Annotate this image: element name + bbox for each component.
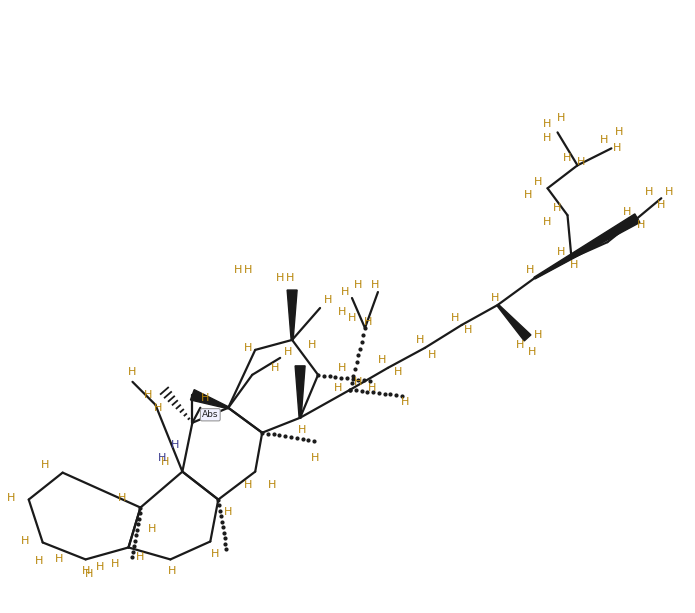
- Text: Abs: Abs: [202, 410, 218, 419]
- Text: H: H: [528, 347, 536, 357]
- Text: H: H: [145, 390, 153, 400]
- Text: H: H: [368, 383, 376, 393]
- Text: H: H: [271, 363, 279, 373]
- Text: H: H: [370, 280, 379, 290]
- Text: H: H: [334, 383, 342, 393]
- Polygon shape: [295, 366, 305, 417]
- Text: H: H: [201, 393, 209, 403]
- Text: H: H: [578, 158, 586, 167]
- Text: H: H: [543, 217, 552, 227]
- Text: H: H: [324, 295, 332, 305]
- Text: H: H: [557, 113, 566, 123]
- Text: H: H: [211, 549, 220, 560]
- Text: H: H: [268, 479, 277, 490]
- Text: H: H: [81, 566, 90, 576]
- Text: H: H: [523, 190, 532, 200]
- Text: H: H: [450, 313, 459, 323]
- Text: H: H: [118, 493, 126, 503]
- Text: H: H: [244, 479, 252, 490]
- Text: H: H: [84, 569, 92, 579]
- Text: H: H: [665, 187, 673, 197]
- Text: H: H: [600, 135, 609, 145]
- Text: H: H: [148, 525, 156, 535]
- Text: H: H: [35, 557, 43, 566]
- Text: H: H: [234, 265, 243, 275]
- Text: H: H: [244, 265, 252, 275]
- Text: H: H: [154, 403, 163, 413]
- Text: H: H: [161, 457, 170, 466]
- Polygon shape: [190, 390, 229, 409]
- Text: H: H: [645, 187, 653, 197]
- Text: H: H: [168, 566, 177, 576]
- Text: H: H: [286, 273, 294, 283]
- Text: H: H: [284, 347, 293, 357]
- Text: H: H: [557, 247, 566, 257]
- Text: H: H: [276, 273, 284, 283]
- Text: H: H: [543, 120, 552, 129]
- Text: H: H: [378, 355, 386, 365]
- Text: H: H: [525, 265, 534, 275]
- Polygon shape: [497, 304, 531, 341]
- Text: H: H: [40, 460, 49, 470]
- Text: H: H: [308, 340, 316, 350]
- Text: H: H: [171, 440, 179, 450]
- Text: H: H: [613, 143, 621, 153]
- Text: H: H: [623, 207, 632, 217]
- Text: H: H: [54, 554, 63, 565]
- Text: H: H: [21, 536, 29, 546]
- Text: H: H: [6, 493, 15, 503]
- Text: H: H: [158, 452, 167, 463]
- Polygon shape: [534, 214, 640, 279]
- Text: H: H: [111, 560, 120, 569]
- Text: H: H: [464, 325, 472, 335]
- Text: H: H: [571, 260, 579, 270]
- Text: H: H: [298, 425, 306, 435]
- Text: H: H: [338, 307, 346, 317]
- Text: H: H: [516, 340, 524, 350]
- Text: H: H: [348, 313, 356, 323]
- Text: H: H: [553, 204, 562, 213]
- Text: H: H: [637, 220, 646, 230]
- Text: H: H: [657, 200, 666, 210]
- Text: H: H: [97, 562, 105, 573]
- Text: H: H: [615, 128, 623, 137]
- Text: H: H: [338, 363, 346, 373]
- Text: H: H: [341, 287, 349, 297]
- Text: H: H: [543, 134, 552, 143]
- Text: H: H: [491, 293, 499, 303]
- Text: H: H: [363, 317, 372, 327]
- Text: H: H: [354, 377, 362, 387]
- Text: H: H: [533, 177, 542, 188]
- Text: H: H: [129, 367, 137, 377]
- Text: H: H: [564, 153, 572, 163]
- Text: H: H: [393, 367, 402, 377]
- Text: H: H: [354, 280, 362, 290]
- Text: H: H: [224, 506, 232, 517]
- Text: H: H: [416, 335, 424, 345]
- Polygon shape: [287, 290, 297, 340]
- Text: H: H: [533, 330, 542, 340]
- Text: H: H: [244, 343, 252, 353]
- Text: H: H: [136, 552, 145, 563]
- Text: H: H: [401, 397, 409, 407]
- Text: H: H: [427, 350, 436, 360]
- Text: H: H: [311, 452, 319, 463]
